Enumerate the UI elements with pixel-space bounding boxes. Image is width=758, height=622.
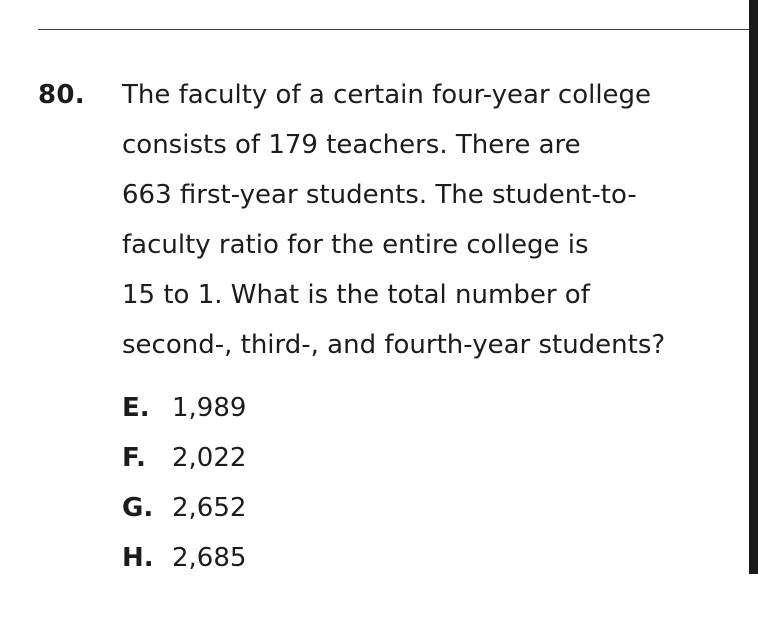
question-line: The faculty of a certain four-year colle…	[122, 80, 652, 110]
choice-value: 2,652	[172, 493, 247, 523]
question-line: 15 to 1. What is the total number of	[122, 280, 590, 310]
answer-choice-f[interactable]: F. 2,022	[122, 441, 246, 491]
choice-letter: E.	[122, 393, 150, 423]
question-line: second-, third-, and fourth-year student…	[122, 330, 666, 360]
choice-value: 2,685	[172, 543, 247, 573]
top-divider	[38, 29, 758, 30]
choice-letter: G.	[122, 493, 154, 523]
question-line: faculty ratio for the entire college is	[122, 230, 589, 260]
choice-letter: F.	[122, 443, 146, 473]
choice-value: 2,022	[172, 443, 247, 473]
right-edge-bar	[749, 0, 758, 574]
answer-choice-h[interactable]: H. 2,685	[122, 541, 246, 591]
choice-letter: H.	[122, 543, 154, 573]
answer-choice-e[interactable]: E. 1,989	[122, 391, 246, 441]
question-number: 80.	[38, 80, 85, 110]
answer-choice-g[interactable]: G. 2,652	[122, 491, 246, 541]
choice-value: 1,989	[172, 393, 247, 423]
question-stem: The faculty of a certain four-year colle…	[122, 78, 742, 378]
question-line: consists of 179 teachers. There are	[122, 130, 581, 160]
answer-choices: E. 1,989 F. 2,022 G. 2,652 H. 2,685	[122, 391, 246, 591]
question-line: 663 first-year students. The student-to-	[122, 180, 637, 210]
